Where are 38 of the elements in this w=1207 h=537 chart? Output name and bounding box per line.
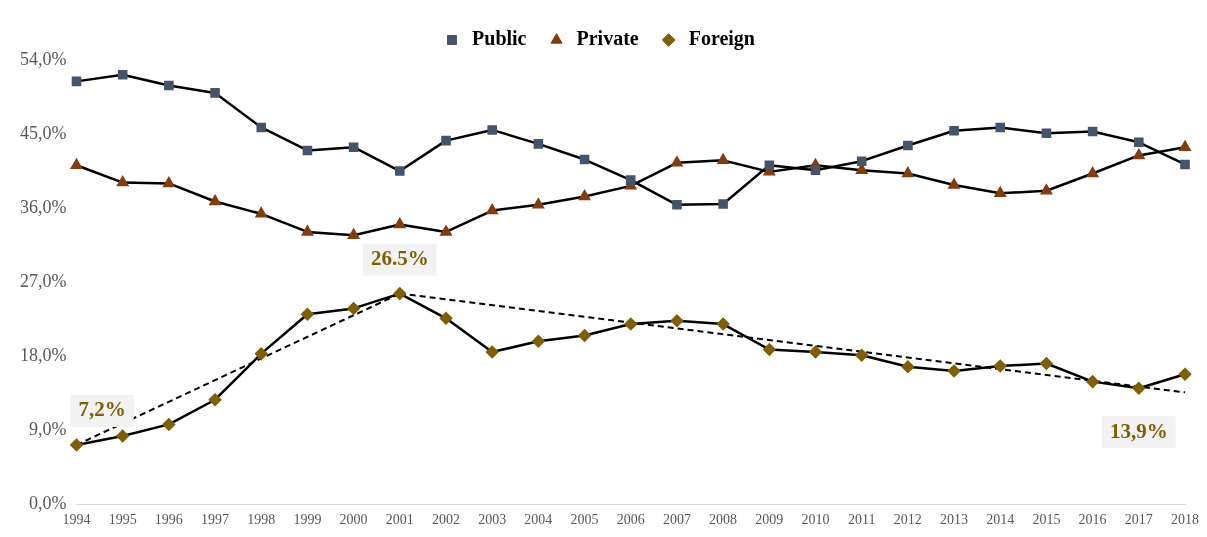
- y-tick-label: 27,0%: [19, 270, 67, 291]
- y-tick-label: 45,0%: [19, 122, 67, 143]
- x-tick-label: 2000: [339, 512, 368, 528]
- x-tick-label: 1995: [108, 512, 137, 528]
- x-tick-label: 2014: [986, 512, 1015, 528]
- annotation: 26.5%: [370, 246, 429, 271]
- x-tick-label: 2004: [524, 512, 553, 528]
- x-tick-label: 2018: [1171, 512, 1199, 528]
- y-tick-label: 54,0%: [19, 48, 67, 69]
- y-tick-label: 9,0%: [28, 418, 67, 439]
- x-tick-label: 2007: [662, 512, 691, 528]
- x-tick-label: 2003: [478, 512, 507, 528]
- x-tick-label: 2015: [1032, 512, 1061, 528]
- x-tick-label: 2012: [893, 512, 922, 528]
- y-tick-label: 18,0%: [19, 344, 67, 365]
- x-tick-label: 2001: [385, 512, 414, 528]
- legend-label: Foreign: [688, 27, 755, 51]
- x-tick-label: 1994: [62, 512, 91, 528]
- y-tick-label: 0,0%: [28, 492, 67, 513]
- x-tick-label: 1998: [247, 512, 276, 528]
- x-tick-label: 1996: [154, 512, 183, 528]
- x-tick-label: 2017: [1124, 512, 1153, 528]
- x-tick-label: 2010: [801, 512, 830, 528]
- x-tick-label: 2008: [709, 512, 738, 528]
- y-tick-label: 36,0%: [19, 196, 67, 217]
- x-tick-label: 2016: [1078, 512, 1107, 528]
- x-tick-label: 2013: [940, 512, 969, 528]
- legend-label: Public: [472, 27, 527, 50]
- x-tick-label: 2006: [616, 512, 645, 528]
- x-tick-label: 2011: [847, 512, 876, 528]
- x-tick-label: 2009: [755, 512, 784, 528]
- legend-label: Private: [576, 27, 639, 50]
- x-tick-label: 2005: [570, 512, 599, 528]
- annotation: 7,2%: [78, 397, 126, 422]
- x-tick-label: 2002: [432, 512, 460, 528]
- annotation: 13,9%: [1109, 418, 1168, 443]
- x-tick-label: 1997: [201, 512, 230, 528]
- x-tick-label: 1999: [293, 512, 322, 528]
